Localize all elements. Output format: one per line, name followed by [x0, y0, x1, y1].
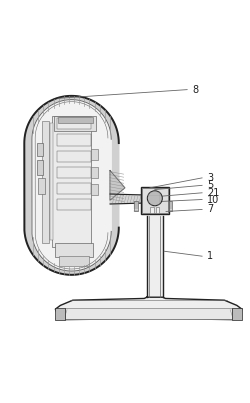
Bar — [169, 201, 172, 212]
Bar — [65, 308, 232, 319]
Text: 5: 5 — [207, 180, 213, 190]
Bar — [92, 167, 98, 178]
Bar — [140, 187, 169, 214]
Polygon shape — [32, 100, 111, 271]
Bar — [156, 207, 159, 213]
Bar — [50, 123, 54, 240]
Bar — [59, 256, 89, 266]
Bar — [134, 201, 138, 212]
Bar — [150, 207, 154, 213]
Polygon shape — [147, 216, 163, 297]
Polygon shape — [110, 170, 125, 200]
Polygon shape — [110, 194, 146, 204]
Bar — [58, 117, 93, 123]
Bar — [232, 308, 242, 320]
Bar — [56, 243, 93, 258]
Bar — [92, 149, 98, 160]
Bar — [57, 151, 92, 162]
Text: 8: 8 — [192, 85, 198, 95]
Bar — [57, 167, 92, 178]
Text: 7: 7 — [207, 204, 213, 214]
Bar — [57, 199, 92, 210]
Text: 1: 1 — [207, 251, 213, 261]
Polygon shape — [24, 96, 119, 275]
Bar — [37, 143, 43, 156]
Bar — [57, 118, 92, 129]
Bar — [54, 116, 96, 131]
Text: 21: 21 — [207, 188, 220, 198]
Bar — [56, 308, 65, 320]
Bar — [38, 178, 45, 194]
Bar — [57, 183, 92, 194]
Text: 10: 10 — [207, 195, 219, 204]
Bar — [52, 116, 92, 247]
Circle shape — [148, 191, 162, 206]
Text: 3: 3 — [207, 173, 213, 183]
Bar — [37, 160, 43, 175]
Polygon shape — [56, 297, 242, 320]
Bar — [142, 188, 168, 213]
Bar — [42, 121, 49, 243]
Bar — [57, 134, 92, 145]
Bar — [92, 184, 98, 195]
